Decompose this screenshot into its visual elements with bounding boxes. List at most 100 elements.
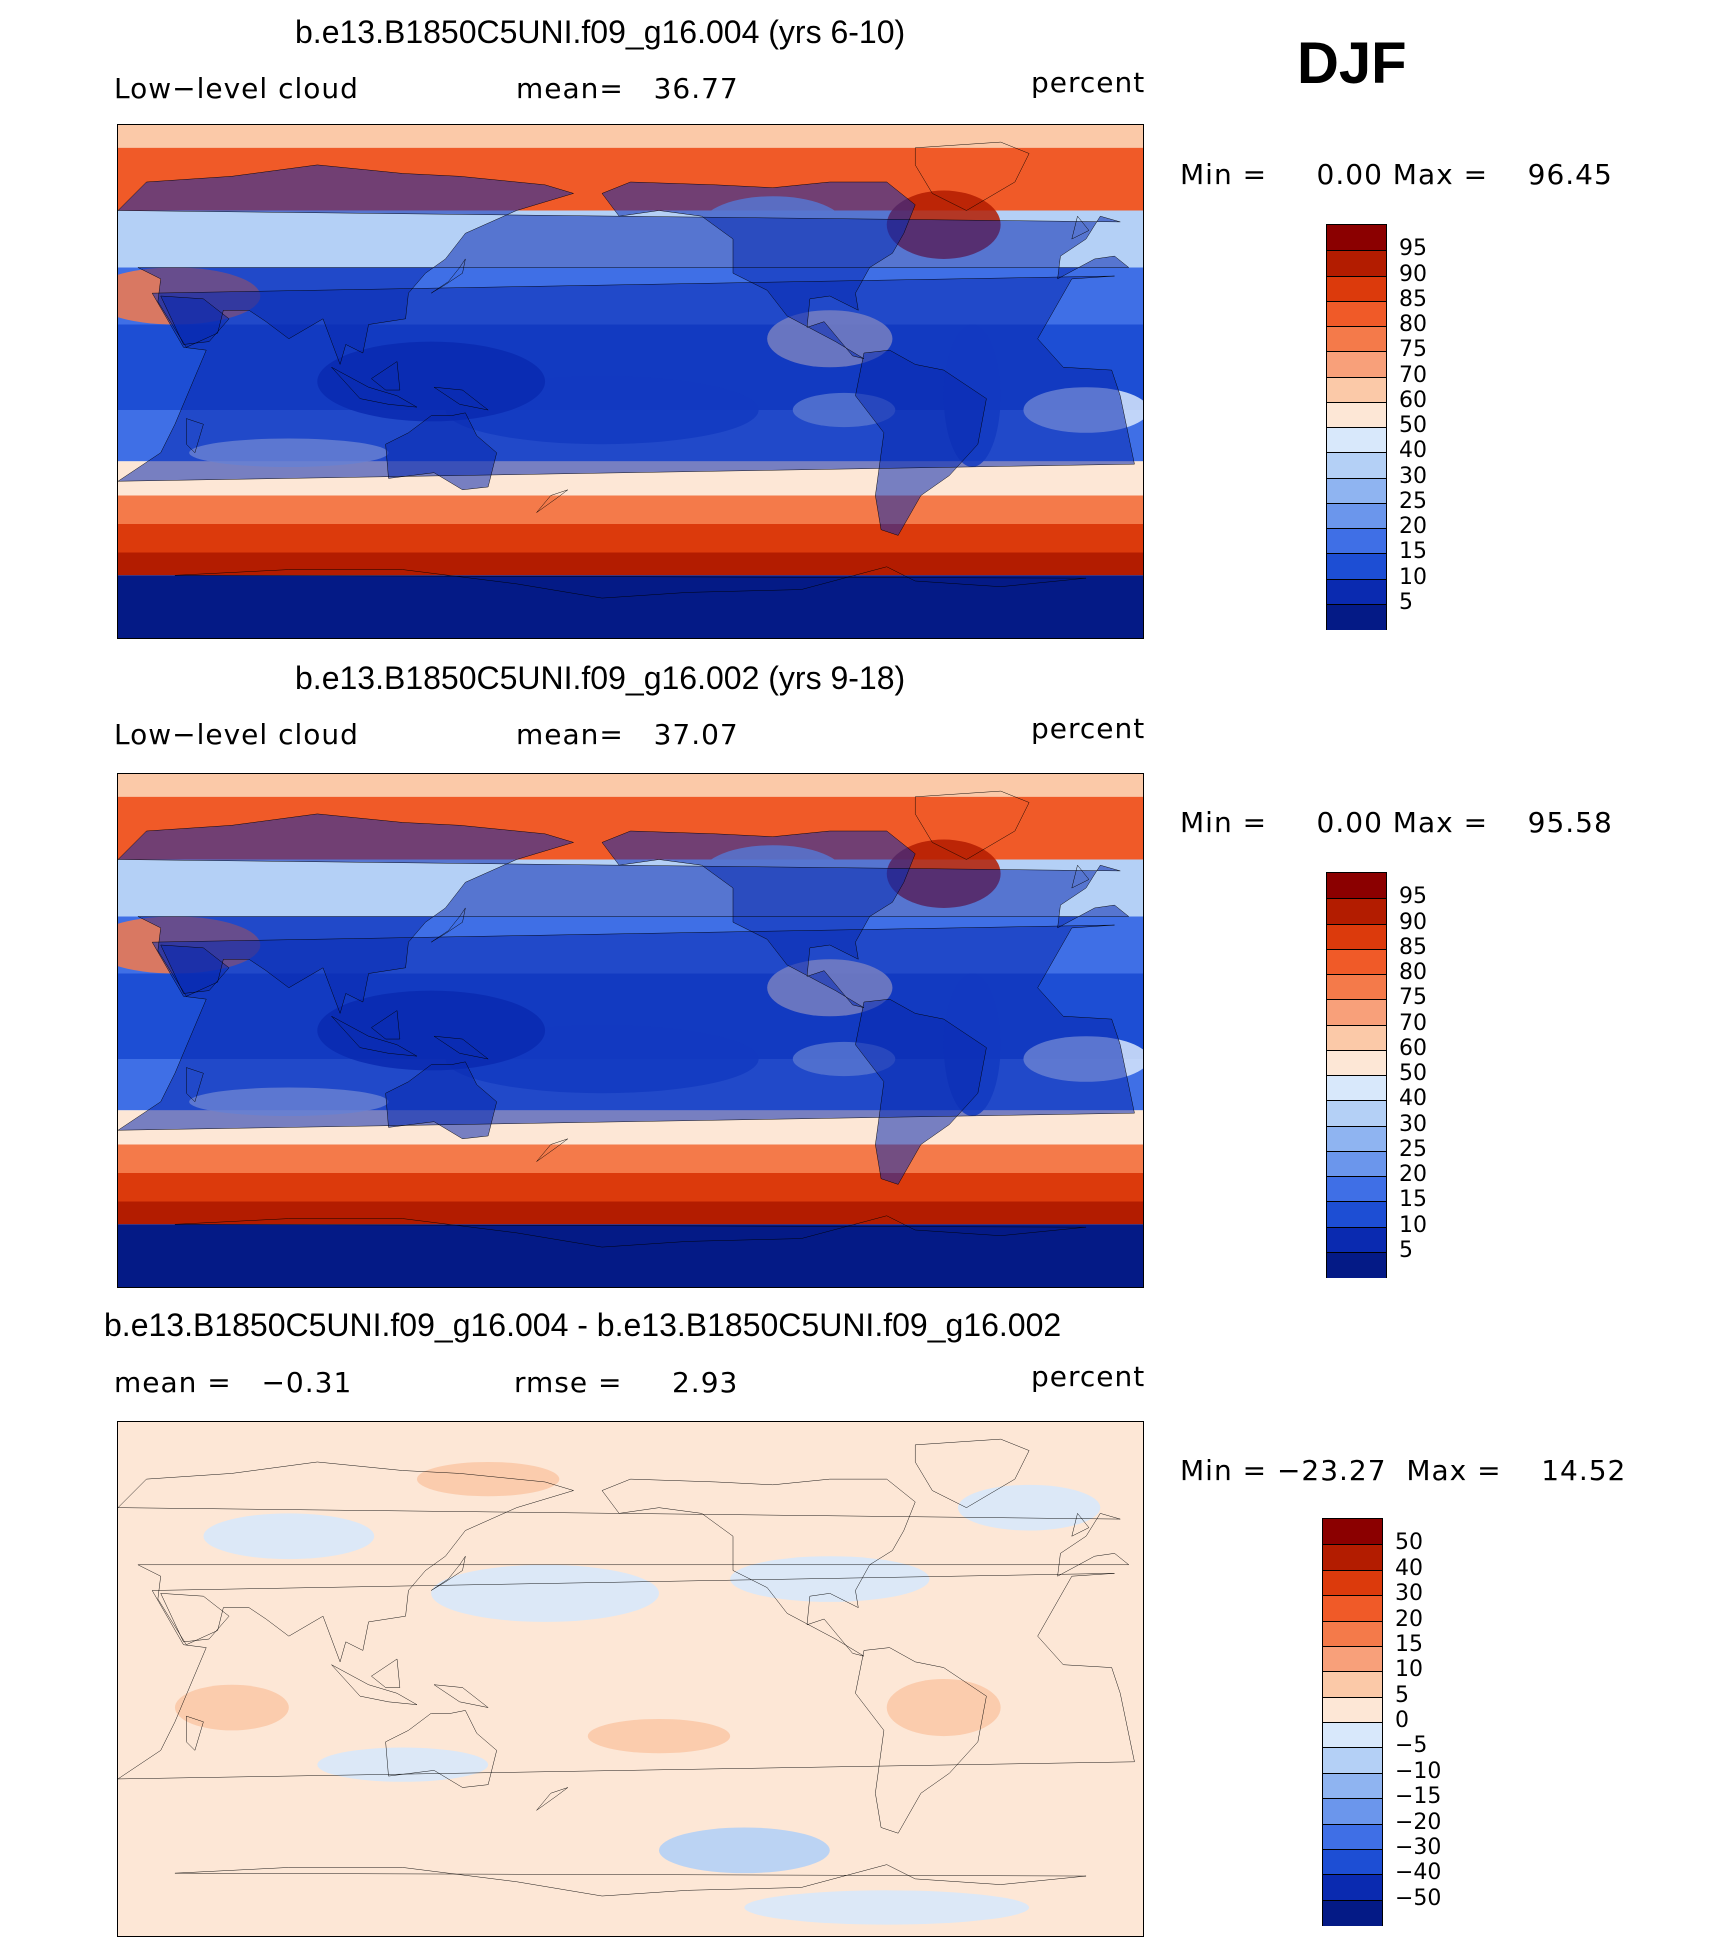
colorbar-swatch — [1327, 225, 1386, 252]
panel-2-map — [117, 773, 1144, 1288]
colorbar-tick-label: 5 — [1395, 1682, 1409, 1708]
colorbar-tick-label: 25 — [1399, 488, 1427, 514]
colorbar-tick-label: 95 — [1399, 884, 1427, 910]
coastline — [431, 908, 465, 942]
diff-blob — [744, 1890, 1030, 1925]
panel-2-mean-label: mean= 37.07 — [516, 718, 739, 751]
panel-1-colorbar — [1326, 224, 1387, 630]
land-fill — [385, 1061, 497, 1139]
colorbar-swatch — [1323, 1595, 1382, 1622]
coastline — [434, 387, 488, 410]
coastline — [118, 925, 1134, 1130]
colorbar-tick-label: 70 — [1399, 362, 1427, 388]
colorbar-swatch — [1327, 873, 1386, 900]
coastline — [332, 367, 417, 407]
diff-blob — [317, 1747, 489, 1782]
coastline — [332, 1016, 417, 1056]
colorbar-swatch — [1323, 1722, 1382, 1749]
panel-1-units-label: percent — [1031, 66, 1146, 99]
colorbar-swatch — [1327, 1251, 1386, 1278]
coastline — [161, 1593, 229, 1642]
diff-blob — [658, 1827, 830, 1874]
colorbar-tick-label: 70 — [1399, 1010, 1427, 1036]
lat-band — [118, 1144, 1143, 1173]
coastline — [855, 350, 986, 535]
land-fill — [602, 182, 916, 359]
coastline — [431, 1556, 465, 1590]
colorbar-swatch — [1323, 1696, 1382, 1723]
colorbar-tick-label: 90 — [1399, 909, 1427, 935]
colorbar-swatch — [1327, 553, 1386, 580]
colorbar-tick-label: −50 — [1395, 1885, 1442, 1911]
colorbar-swatch — [1327, 1150, 1386, 1177]
coastline — [175, 567, 1086, 598]
colorbar-tick-label: 15 — [1395, 1631, 1423, 1657]
coastline — [431, 259, 465, 293]
colorbar-swatch — [1327, 300, 1386, 327]
colorbar-tick-label: 50 — [1399, 1061, 1427, 1086]
land-fill — [160, 296, 230, 345]
colorbar-tick-label: 10 — [1399, 1212, 1427, 1238]
lat-band — [118, 1173, 1143, 1202]
land-fill — [160, 945, 230, 994]
coastline — [1072, 865, 1089, 888]
panel-2-minmax-label: Min = 0.00 Max = 95.58 — [1180, 806, 1613, 839]
colorbar-tick-label: 75 — [1399, 337, 1427, 363]
colorbar-swatch — [1323, 1747, 1382, 1774]
coastline — [537, 1139, 568, 1162]
coastline — [1072, 216, 1089, 239]
colorbar-tick-label: 10 — [1399, 564, 1427, 590]
map-svg — [118, 1422, 1143, 1936]
coastline — [186, 419, 203, 453]
colorbar-tick-label: −40 — [1395, 1860, 1442, 1886]
panel-2-colorbar — [1326, 872, 1387, 1278]
colorbar-tick-label: 50 — [1395, 1530, 1423, 1556]
coastline — [855, 999, 986, 1184]
colorbar-tick-label: 20 — [1395, 1606, 1423, 1632]
diff-blob — [730, 1556, 930, 1602]
land-fill — [602, 831, 916, 1008]
colorbar-tick-label: 5 — [1399, 589, 1413, 615]
land-fill — [118, 925, 1135, 1131]
coastline — [371, 1659, 399, 1688]
colorbar-tick-label: 30 — [1399, 1111, 1427, 1137]
colorbar-swatch — [1327, 1049, 1386, 1076]
coastline — [915, 791, 1029, 859]
colorbar-tick-label: 40 — [1395, 1555, 1423, 1581]
colorbar-tick-label: 20 — [1399, 1162, 1427, 1187]
coastline — [386, 413, 497, 490]
land-fill — [385, 412, 497, 490]
coastline — [371, 362, 399, 391]
coastline — [118, 165, 1129, 365]
colorbar-tick-label: 15 — [1399, 1187, 1427, 1213]
diff-blob — [431, 1564, 659, 1622]
panel-3-units-label: percent — [1031, 1360, 1146, 1393]
colorbar-tick-label: −30 — [1395, 1834, 1442, 1860]
colorbar-swatch — [1327, 999, 1386, 1026]
panel-2-units-label: percent — [1031, 712, 1146, 745]
colorbar-tick-label: −20 — [1395, 1809, 1442, 1835]
coastline — [161, 945, 229, 993]
panel-3-minmax-label: Min = −23.27 Max = 14.52 — [1180, 1454, 1627, 1487]
colorbar-tick-label: 30 — [1395, 1581, 1423, 1607]
panel-1-map — [117, 124, 1144, 639]
panel-1-mean-label: mean= 36.77 — [516, 72, 739, 105]
colorbar-swatch — [1323, 1645, 1382, 1673]
colorbar-tick-label: 80 — [1399, 312, 1427, 337]
colorbar-tick-label: 50 — [1399, 413, 1427, 438]
colorbar-swatch — [1327, 528, 1386, 555]
lat-band — [118, 552, 1143, 576]
land-fill — [855, 999, 987, 1185]
colorbar-swatch — [1327, 502, 1386, 529]
colorbar-tick-label: 85 — [1399, 934, 1427, 960]
colorbar-swatch — [1327, 898, 1386, 925]
colorbar-swatch — [1323, 1519, 1382, 1546]
diff-blob — [174, 1684, 289, 1731]
colorbar-swatch — [1327, 275, 1386, 302]
land-fill — [118, 813, 1129, 1014]
panel-3-title: b.e13.B1850C5UNI.f09_g16.004 - b.e13.B18… — [104, 1307, 1062, 1343]
colorbar-tick-label: 90 — [1399, 261, 1427, 287]
land-fill — [118, 164, 1129, 365]
colorbar-swatch — [1323, 1671, 1382, 1698]
colorbar-swatch — [1323, 1798, 1382, 1825]
